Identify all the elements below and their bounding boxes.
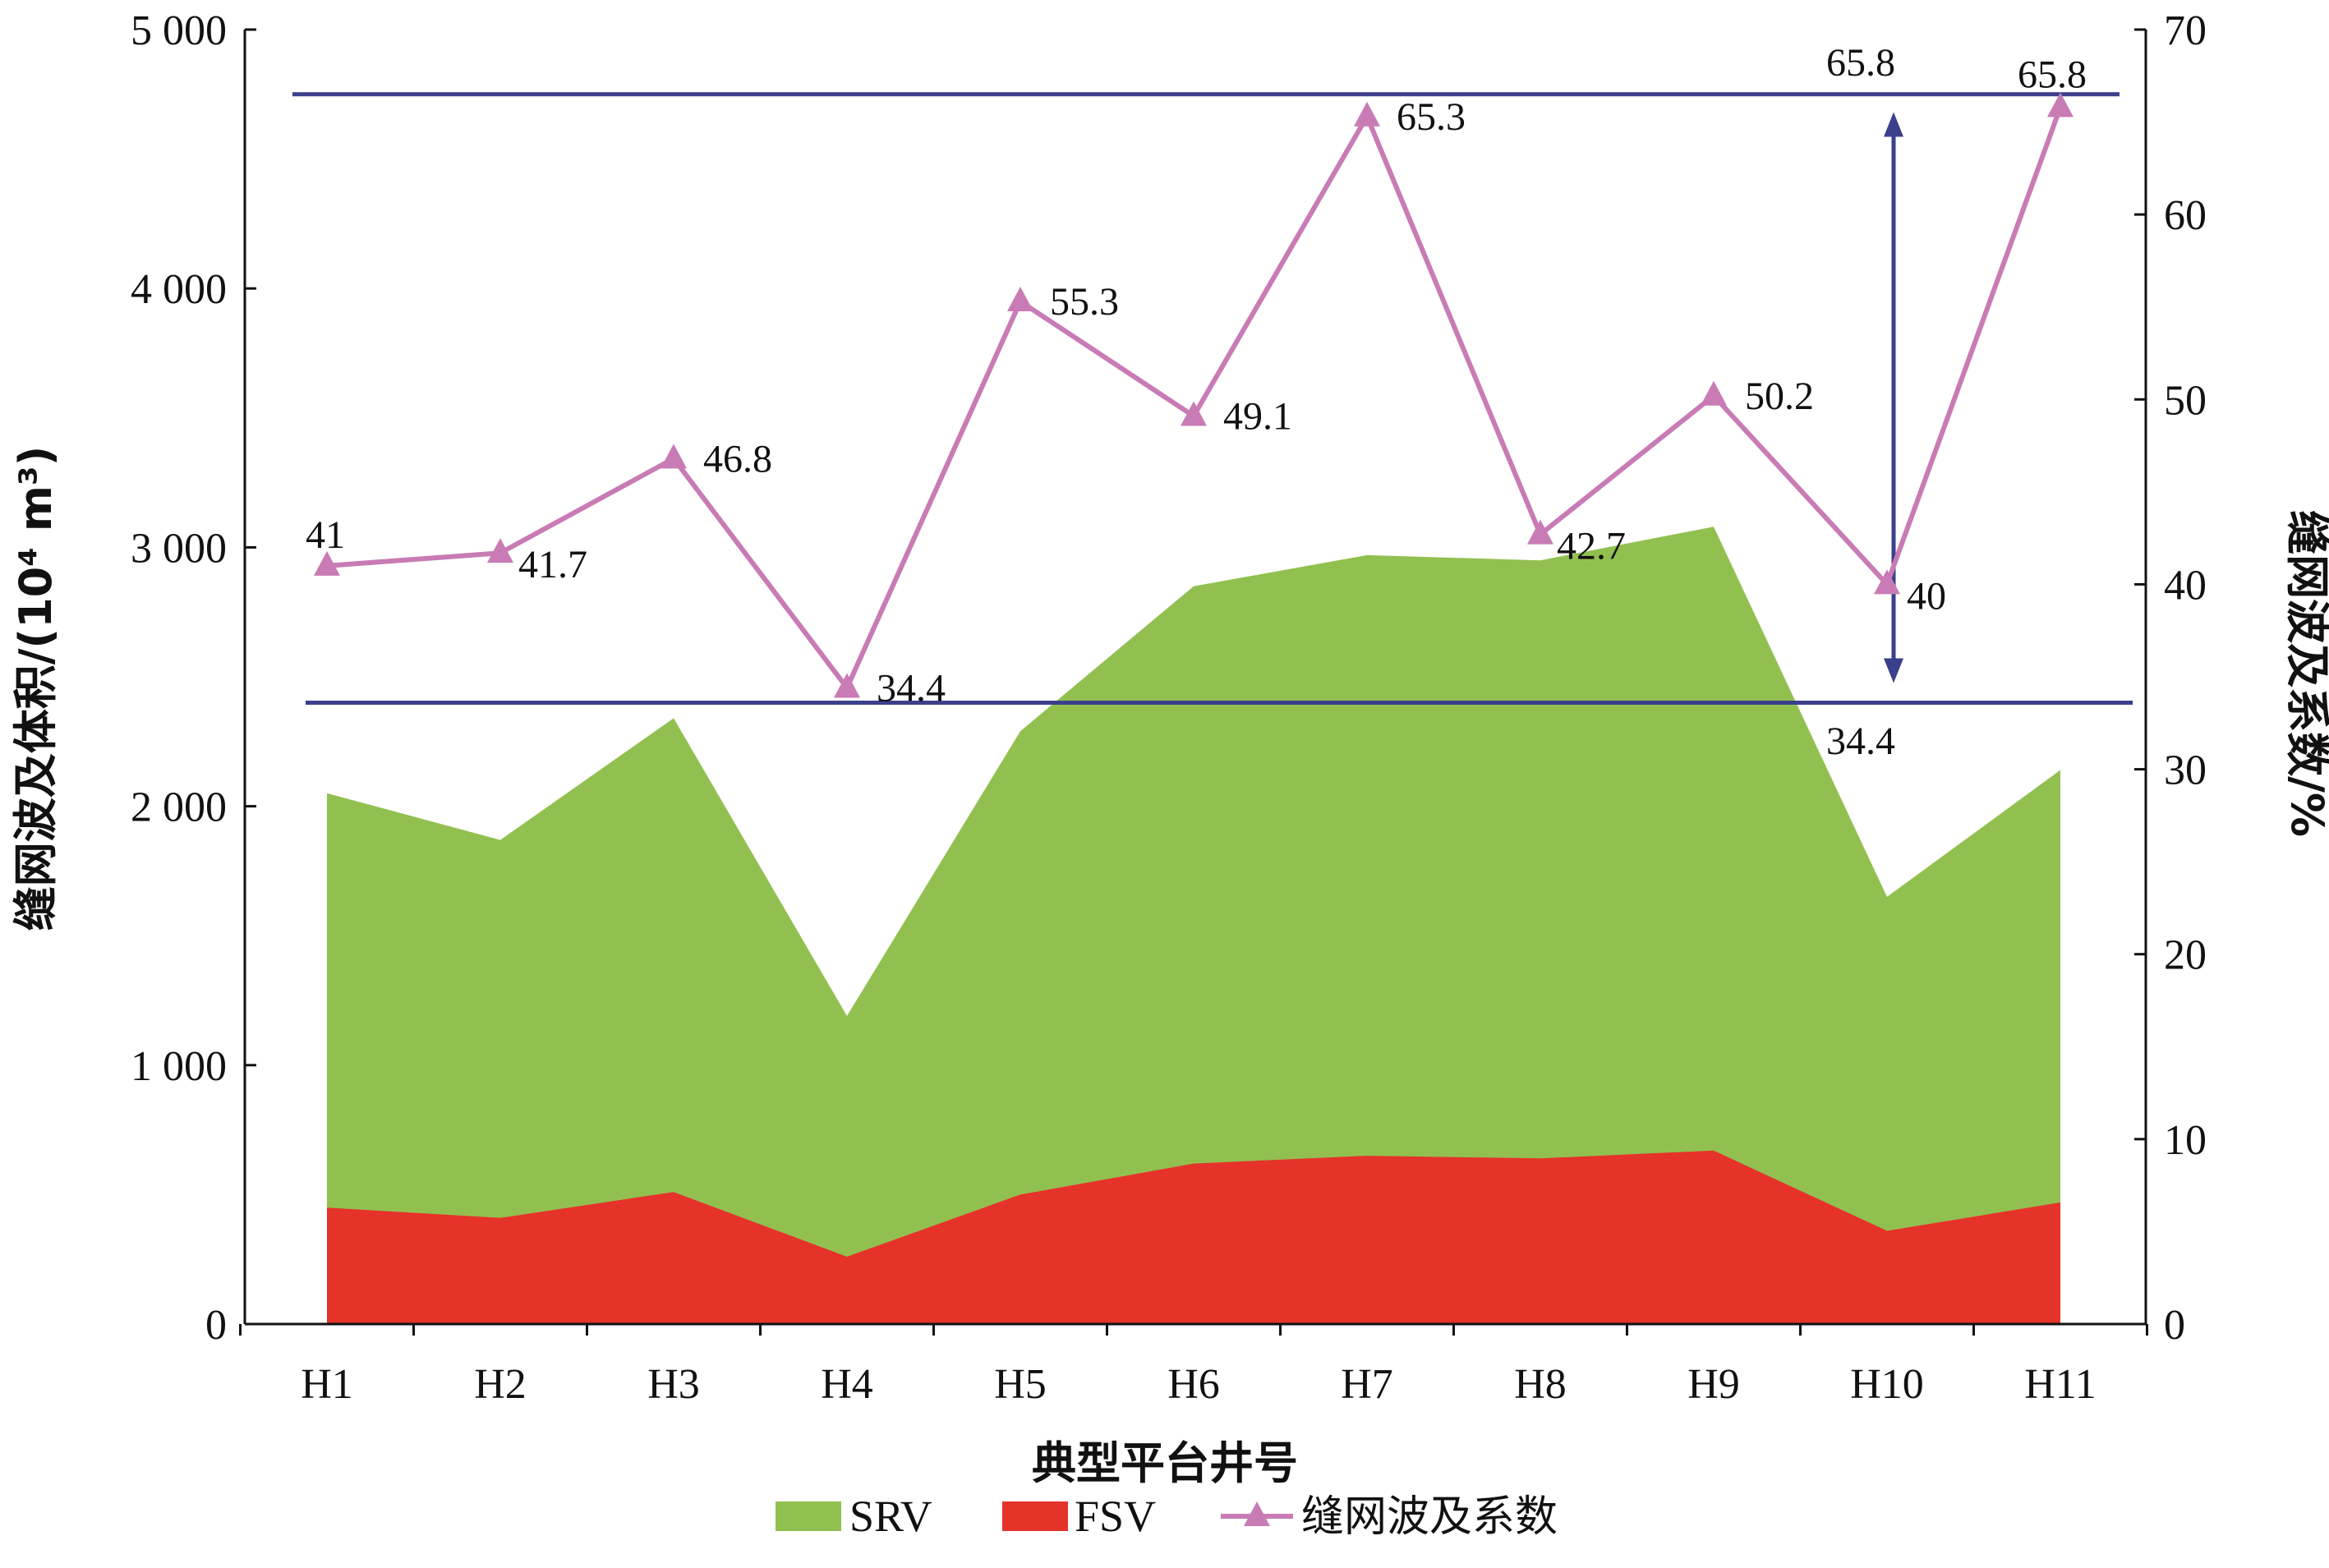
coefficient-marker bbox=[1354, 101, 1380, 126]
x-tick-label: H10 bbox=[1850, 1361, 1924, 1408]
coefficient-marker bbox=[1701, 380, 1727, 406]
y-right-tick-label: 20 bbox=[2164, 932, 2207, 979]
y-left-tick-label: 0 bbox=[205, 1302, 227, 1349]
axes-layer bbox=[239, 28, 2148, 1336]
y-left-tick-label: 4 000 bbox=[131, 266, 227, 313]
y-left-tick-label: 1 000 bbox=[131, 1043, 227, 1090]
coefficient-data-label: 42.7 bbox=[1557, 525, 1626, 568]
y-axis-left-title: 缝网波及体积/(10⁴ m³) bbox=[10, 446, 62, 931]
y-right-tick-label: 60 bbox=[2164, 192, 2207, 239]
coefficient-line-layer bbox=[314, 92, 2074, 698]
x-tick-label: H5 bbox=[994, 1361, 1047, 1408]
coefficient-marker bbox=[1527, 519, 1553, 545]
x-tick-label: H3 bbox=[647, 1361, 700, 1408]
coefficient-data-label: 50.2 bbox=[1745, 375, 1814, 418]
coefficient-marker bbox=[1007, 286, 1033, 311]
tick-labels-layer: 0 1 000 2 000 3 000 4 000 5 000 0 10 20 30 40 50 60 7… bbox=[131, 7, 2207, 1408]
areas-layer bbox=[327, 526, 2060, 1324]
annotation-label-bottom: 34.4 bbox=[1826, 720, 1895, 763]
area-fsv bbox=[327, 1150, 2060, 1324]
coefficient-data-label: 65.8 bbox=[2018, 53, 2087, 97]
x-tick-label: H8 bbox=[1514, 1361, 1567, 1408]
y-left-tick-label: 3 000 bbox=[131, 525, 227, 572]
legend-label-srv: SRV bbox=[849, 1492, 932, 1541]
coefficient-data-label: 40 bbox=[1907, 574, 1946, 618]
coefficient-marker bbox=[2047, 92, 2074, 117]
y-right-tick-label: 10 bbox=[2164, 1117, 2207, 1164]
coefficient-marker bbox=[314, 550, 340, 576]
coefficient-marker bbox=[1874, 569, 1900, 595]
y-axis-right-title: 缝网波及系数/% bbox=[2281, 510, 2329, 837]
coefficient-data-label: 41.7 bbox=[518, 543, 587, 586]
y-right-tick-label: 70 bbox=[2164, 7, 2207, 54]
y-right-tick-label: 0 bbox=[2164, 1302, 2185, 1349]
x-tick-label: H7 bbox=[1341, 1361, 1393, 1408]
coefficient-marker bbox=[1181, 401, 1207, 426]
x-tick-label: H6 bbox=[1167, 1361, 1220, 1408]
coefficient-data-label: 49.1 bbox=[1223, 395, 1292, 439]
y-left-tick-label: 5 000 bbox=[131, 7, 227, 54]
coefficient-data-label: 55.3 bbox=[1050, 280, 1119, 324]
y-left-tick-label: 2 000 bbox=[131, 784, 227, 831]
legend-label-coefficient: 缝网波及系数 bbox=[1301, 1492, 1558, 1542]
legend-swatch-srv bbox=[776, 1501, 841, 1531]
coefficient-data-label: 34.4 bbox=[877, 667, 946, 710]
x-tick-label: H1 bbox=[301, 1361, 353, 1408]
coefficient-marker bbox=[487, 538, 513, 563]
x-tick-label: H9 bbox=[1687, 1361, 1740, 1408]
coefficient-data-label: 65.3 bbox=[1397, 95, 1466, 139]
y-right-tick-label: 50 bbox=[2164, 377, 2207, 424]
data-labels-layer: 65.8 34.4 41 41.7 46.8 34.4 55.3 49.1 65.3 42.7 50… bbox=[306, 41, 2087, 763]
legend: SRV FSV 缝网波及系数 bbox=[776, 1492, 1558, 1542]
annotation-label-top: 65.8 bbox=[1826, 41, 1895, 85]
range-arrow-head-bottom bbox=[1884, 658, 1903, 683]
area-srv bbox=[327, 526, 2060, 1324]
coefficient-data-label: 41 bbox=[306, 513, 345, 557]
y-right-tick-label: 30 bbox=[2164, 747, 2207, 794]
x-tick-label: H11 bbox=[2024, 1361, 2097, 1408]
coefficient-marker bbox=[834, 673, 860, 698]
reference-lines-layer bbox=[292, 92, 2133, 706]
legend-label-fsv: FSV bbox=[1075, 1492, 1156, 1541]
coefficient-data-label: 46.8 bbox=[703, 437, 772, 481]
x-tick-label: H2 bbox=[474, 1361, 527, 1408]
y-right-tick-label: 40 bbox=[2164, 562, 2207, 609]
legend-marker-coefficient bbox=[1244, 1501, 1270, 1526]
range-arrow-head-top bbox=[1884, 112, 1903, 137]
x-tick-label: H4 bbox=[821, 1361, 873, 1408]
legend-swatch-fsv bbox=[1002, 1501, 1068, 1531]
x-axis-title: 典型平台井号 bbox=[1032, 1437, 1298, 1489]
coefficient-marker bbox=[660, 444, 687, 469]
